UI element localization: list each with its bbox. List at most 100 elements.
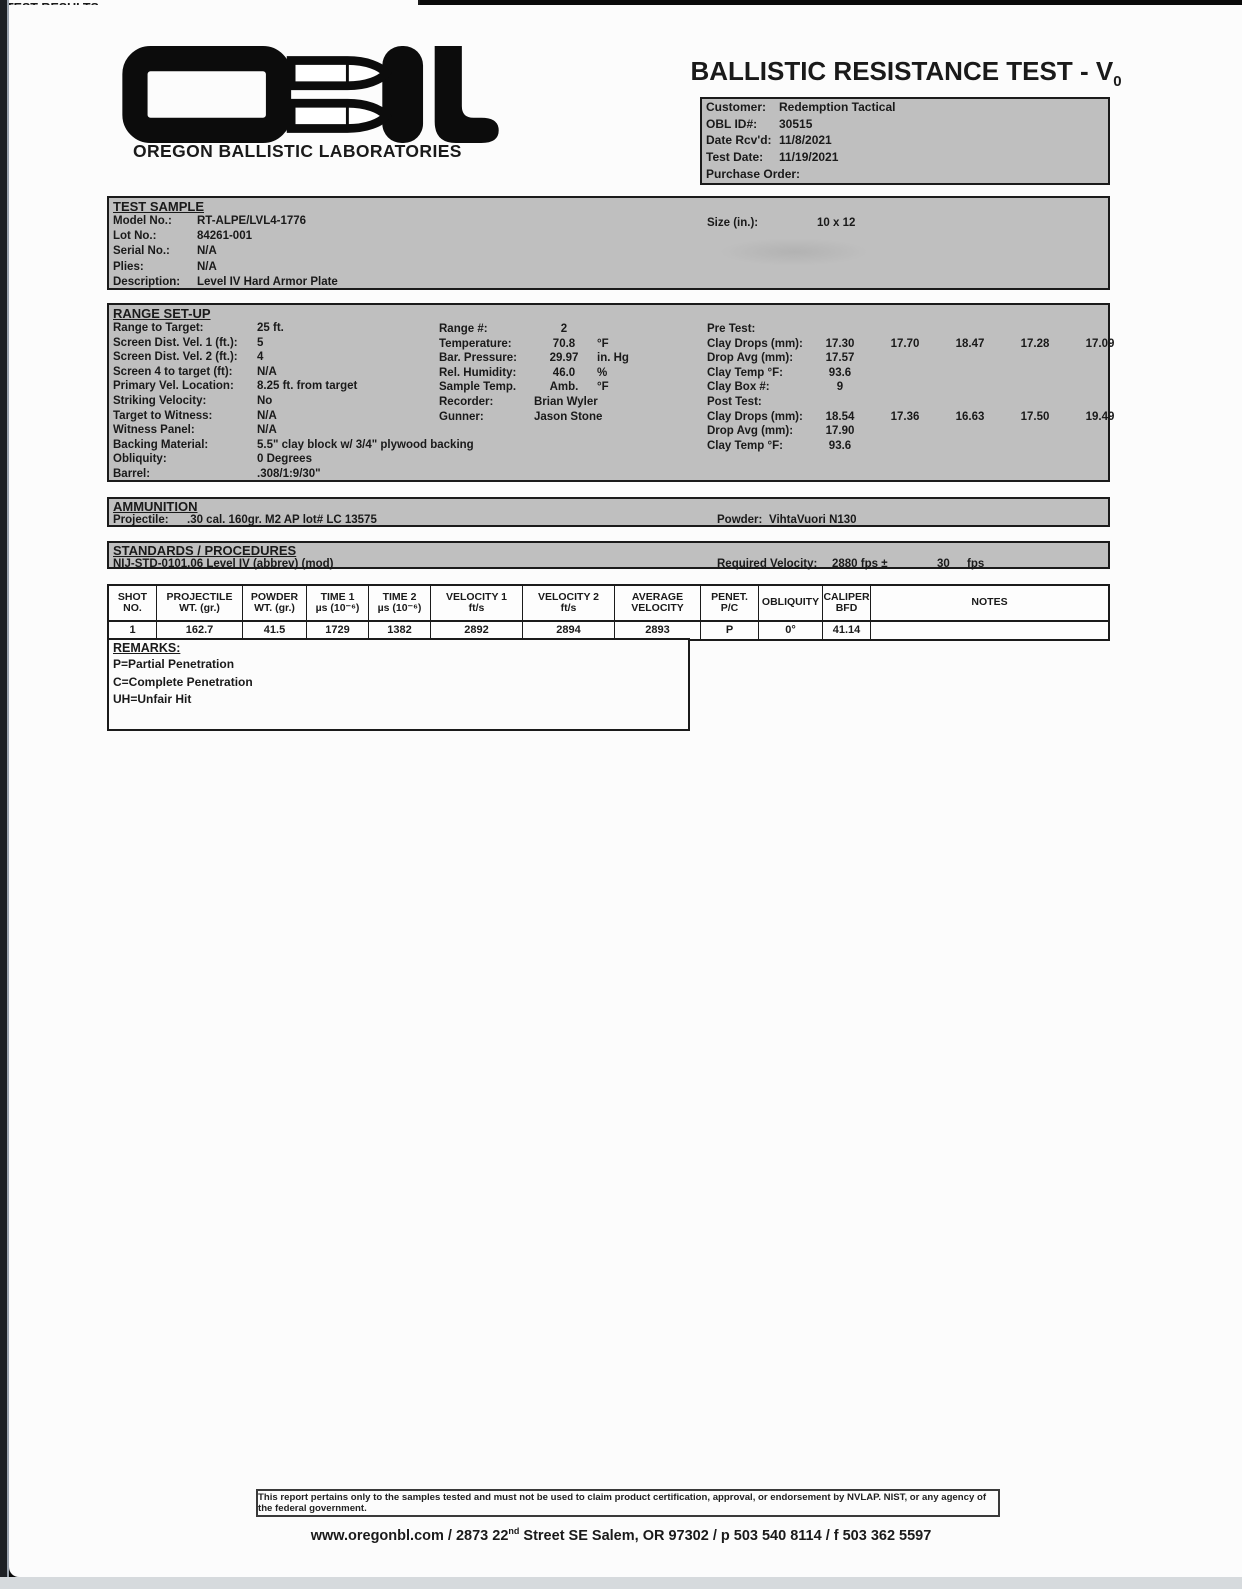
field-label: Model No.: bbox=[113, 215, 172, 227]
field-value: 25 ft. bbox=[257, 322, 284, 334]
field-value: 30515 bbox=[779, 116, 813, 131]
column-header: NOTES bbox=[871, 586, 1108, 620]
range-row: Range to Target: 25 ft. bbox=[109, 321, 1108, 336]
standard-name: NIJ-STD-0101.06 Level IV (abbrev) (mod) bbox=[113, 558, 334, 570]
test-sample-row: Description: Level IV Hard Armor Plate bbox=[109, 275, 1108, 290]
standards-box: STANDARDS / PROCEDURES NIJ-STD-0101.06 L… bbox=[107, 541, 1110, 570]
column-header: VELOCITY 1 ft/s bbox=[431, 586, 523, 620]
table-cell: 1 bbox=[109, 622, 157, 639]
header-line: OBLIQUITY bbox=[761, 596, 820, 609]
clay-drop-value: 17.30 bbox=[825, 337, 855, 350]
remark-line: UH=Unfair Hit bbox=[113, 692, 192, 706]
range-row: Target to Witness: N/A bbox=[109, 409, 1108, 424]
field-unit: % bbox=[597, 366, 608, 379]
field-label: Obliquity: bbox=[113, 453, 167, 466]
range-row: Sample Temp. Amb. °F bbox=[439, 380, 709, 395]
table-cell: 1382 bbox=[369, 622, 431, 639]
column-header: SHOT NO. bbox=[109, 586, 157, 620]
test-sample-row: Lot No.: 84261-001 bbox=[109, 229, 1108, 244]
address-post: Street SE Salem, OR 97302 / p 503 540 81… bbox=[519, 1527, 932, 1544]
header-line: BFD bbox=[835, 602, 858, 614]
size-label: Size (in.): bbox=[707, 217, 759, 229]
header-line: ft/s bbox=[560, 602, 577, 614]
logo-subtitle: OREGON BALLISTIC LABORATORIES bbox=[133, 141, 462, 161]
shot-table: SHOT NO. PROJECTILE WT. (gr.) POWDER WT. (g… bbox=[107, 584, 1110, 641]
field-label: Striking Velocity: bbox=[113, 394, 207, 407]
clay-drop-value: 17.50 bbox=[1020, 410, 1050, 423]
field-label: Clay Temp °F: bbox=[707, 366, 783, 379]
range-row: Backing Material: 5.5" clay block w/ 3/4"… bbox=[109, 438, 1108, 453]
table-cell: 2892 bbox=[431, 622, 523, 639]
range-row: Screen Dist. Vel. 1 (ft.): 5 bbox=[109, 336, 1108, 351]
clay-temp-row: Clay Temp °F: 93.6 bbox=[707, 366, 1107, 381]
field-label: Range #: bbox=[439, 323, 488, 335]
clay-drop-value: 19.49 bbox=[1085, 410, 1115, 423]
field-label: Clay Temp °F: bbox=[707, 439, 783, 452]
field-label: Gunner: bbox=[439, 410, 484, 423]
header-line: PENET. bbox=[711, 590, 748, 603]
field-value: Brian Wyler bbox=[534, 395, 598, 408]
field-value: N/A bbox=[257, 365, 277, 378]
tolerance-unit: fps bbox=[967, 558, 985, 570]
field-value: Redemption Tactical bbox=[779, 100, 896, 114]
field-value: 5 bbox=[257, 336, 264, 349]
field-value: N/A bbox=[197, 260, 217, 273]
field-label: Screen Dist. Vel. 1 (ft.): bbox=[113, 336, 238, 349]
header-line: WT. (gr.) bbox=[179, 602, 220, 614]
clay-drop-value: 17.28 bbox=[1020, 337, 1050, 350]
scan-left-edge bbox=[0, 0, 9, 1589]
customer-row: Customer: Redemption Tactical bbox=[702, 99, 1108, 116]
field-label: Witness Panel: bbox=[113, 424, 195, 437]
field-value: 9 bbox=[836, 381, 844, 394]
field-label: Clay Drops (mm): bbox=[707, 337, 803, 350]
clay-drop-value: 17.09 bbox=[1085, 337, 1115, 350]
field-label: Screen Dist. Vel. 2 (ft.): bbox=[113, 351, 238, 364]
field-label: Powder: bbox=[717, 514, 763, 526]
field-label: Sample Temp. bbox=[439, 381, 517, 394]
pre-test-row: Pre Test: bbox=[707, 322, 1107, 337]
field-label: Lot No.: bbox=[113, 230, 157, 243]
column-header: CALIPER BFD bbox=[823, 586, 871, 620]
shot-table-row: 1 162.7 41.5 1729 1382 2892 2894 2893 P … bbox=[109, 622, 1108, 639]
field-label: Post Test: bbox=[707, 395, 762, 408]
header-line: P/C bbox=[720, 602, 739, 614]
disclaimer-box: This report pertains only to the samples… bbox=[256, 1489, 1000, 1517]
section-heading: TEST SAMPLE bbox=[113, 199, 205, 214]
field-label: Serial No.: bbox=[113, 245, 170, 258]
header-line: CALIPER bbox=[823, 590, 870, 603]
field-value: 84261-001 bbox=[197, 230, 252, 243]
clay-drop-value: 17.70 bbox=[890, 337, 920, 350]
header-line: VELOCITY 2 bbox=[537, 590, 600, 603]
field-label: Purchase Order: bbox=[706, 166, 801, 181]
clay-drop-value: 18.54 bbox=[825, 410, 855, 423]
field-unit: °F bbox=[597, 381, 609, 394]
column-header: TIME 1 µs (10⁻⁶) bbox=[307, 586, 369, 620]
field-value: N/A bbox=[257, 424, 277, 437]
field-value: 93.6 bbox=[828, 439, 852, 452]
table-cell: P bbox=[701, 622, 759, 639]
range-row: Range #: 2 bbox=[439, 322, 709, 337]
customer-row: Test Date: 11/19/2021 bbox=[702, 149, 1108, 166]
field-value: 2 bbox=[560, 323, 568, 335]
field-value: 93.6 bbox=[828, 366, 852, 379]
disclaimer-text: This report pertains only to the samples… bbox=[258, 1492, 987, 1514]
field-value: Jason Stone bbox=[534, 410, 603, 423]
scan-smudge bbox=[719, 238, 869, 266]
header-line: µs (10⁻⁶) bbox=[377, 602, 422, 614]
field-label: Pre Test: bbox=[707, 323, 756, 335]
field-label: Primary Vel. Location: bbox=[113, 380, 234, 393]
customer-row: Date Rcv'd: 11/8/2021 bbox=[702, 132, 1108, 149]
field-value: 46.0 bbox=[552, 366, 576, 379]
range-clay-column: Pre Test: Clay Drops (mm): 17.30 17.70 18.4… bbox=[707, 322, 1114, 453]
clay-box-row: Clay Box #: 9 bbox=[707, 380, 1107, 395]
field-value: 0 Degrees bbox=[257, 453, 312, 466]
header-line: VELOCITY 1 bbox=[445, 590, 508, 603]
range-row: Temperature: 70.8 °F bbox=[439, 337, 709, 352]
address-superscript: nd bbox=[508, 1526, 520, 1536]
field-value: 29.97 bbox=[549, 352, 579, 365]
range-row: Bar. Pressure: 29.97 in. Hg bbox=[439, 351, 709, 366]
column-header: AVERAGE VELOCITY bbox=[615, 586, 701, 620]
field-value: N/A bbox=[257, 409, 277, 422]
post-test-row: Post Test: bbox=[707, 395, 1107, 410]
field-label: Drop Avg (mm): bbox=[707, 425, 794, 438]
